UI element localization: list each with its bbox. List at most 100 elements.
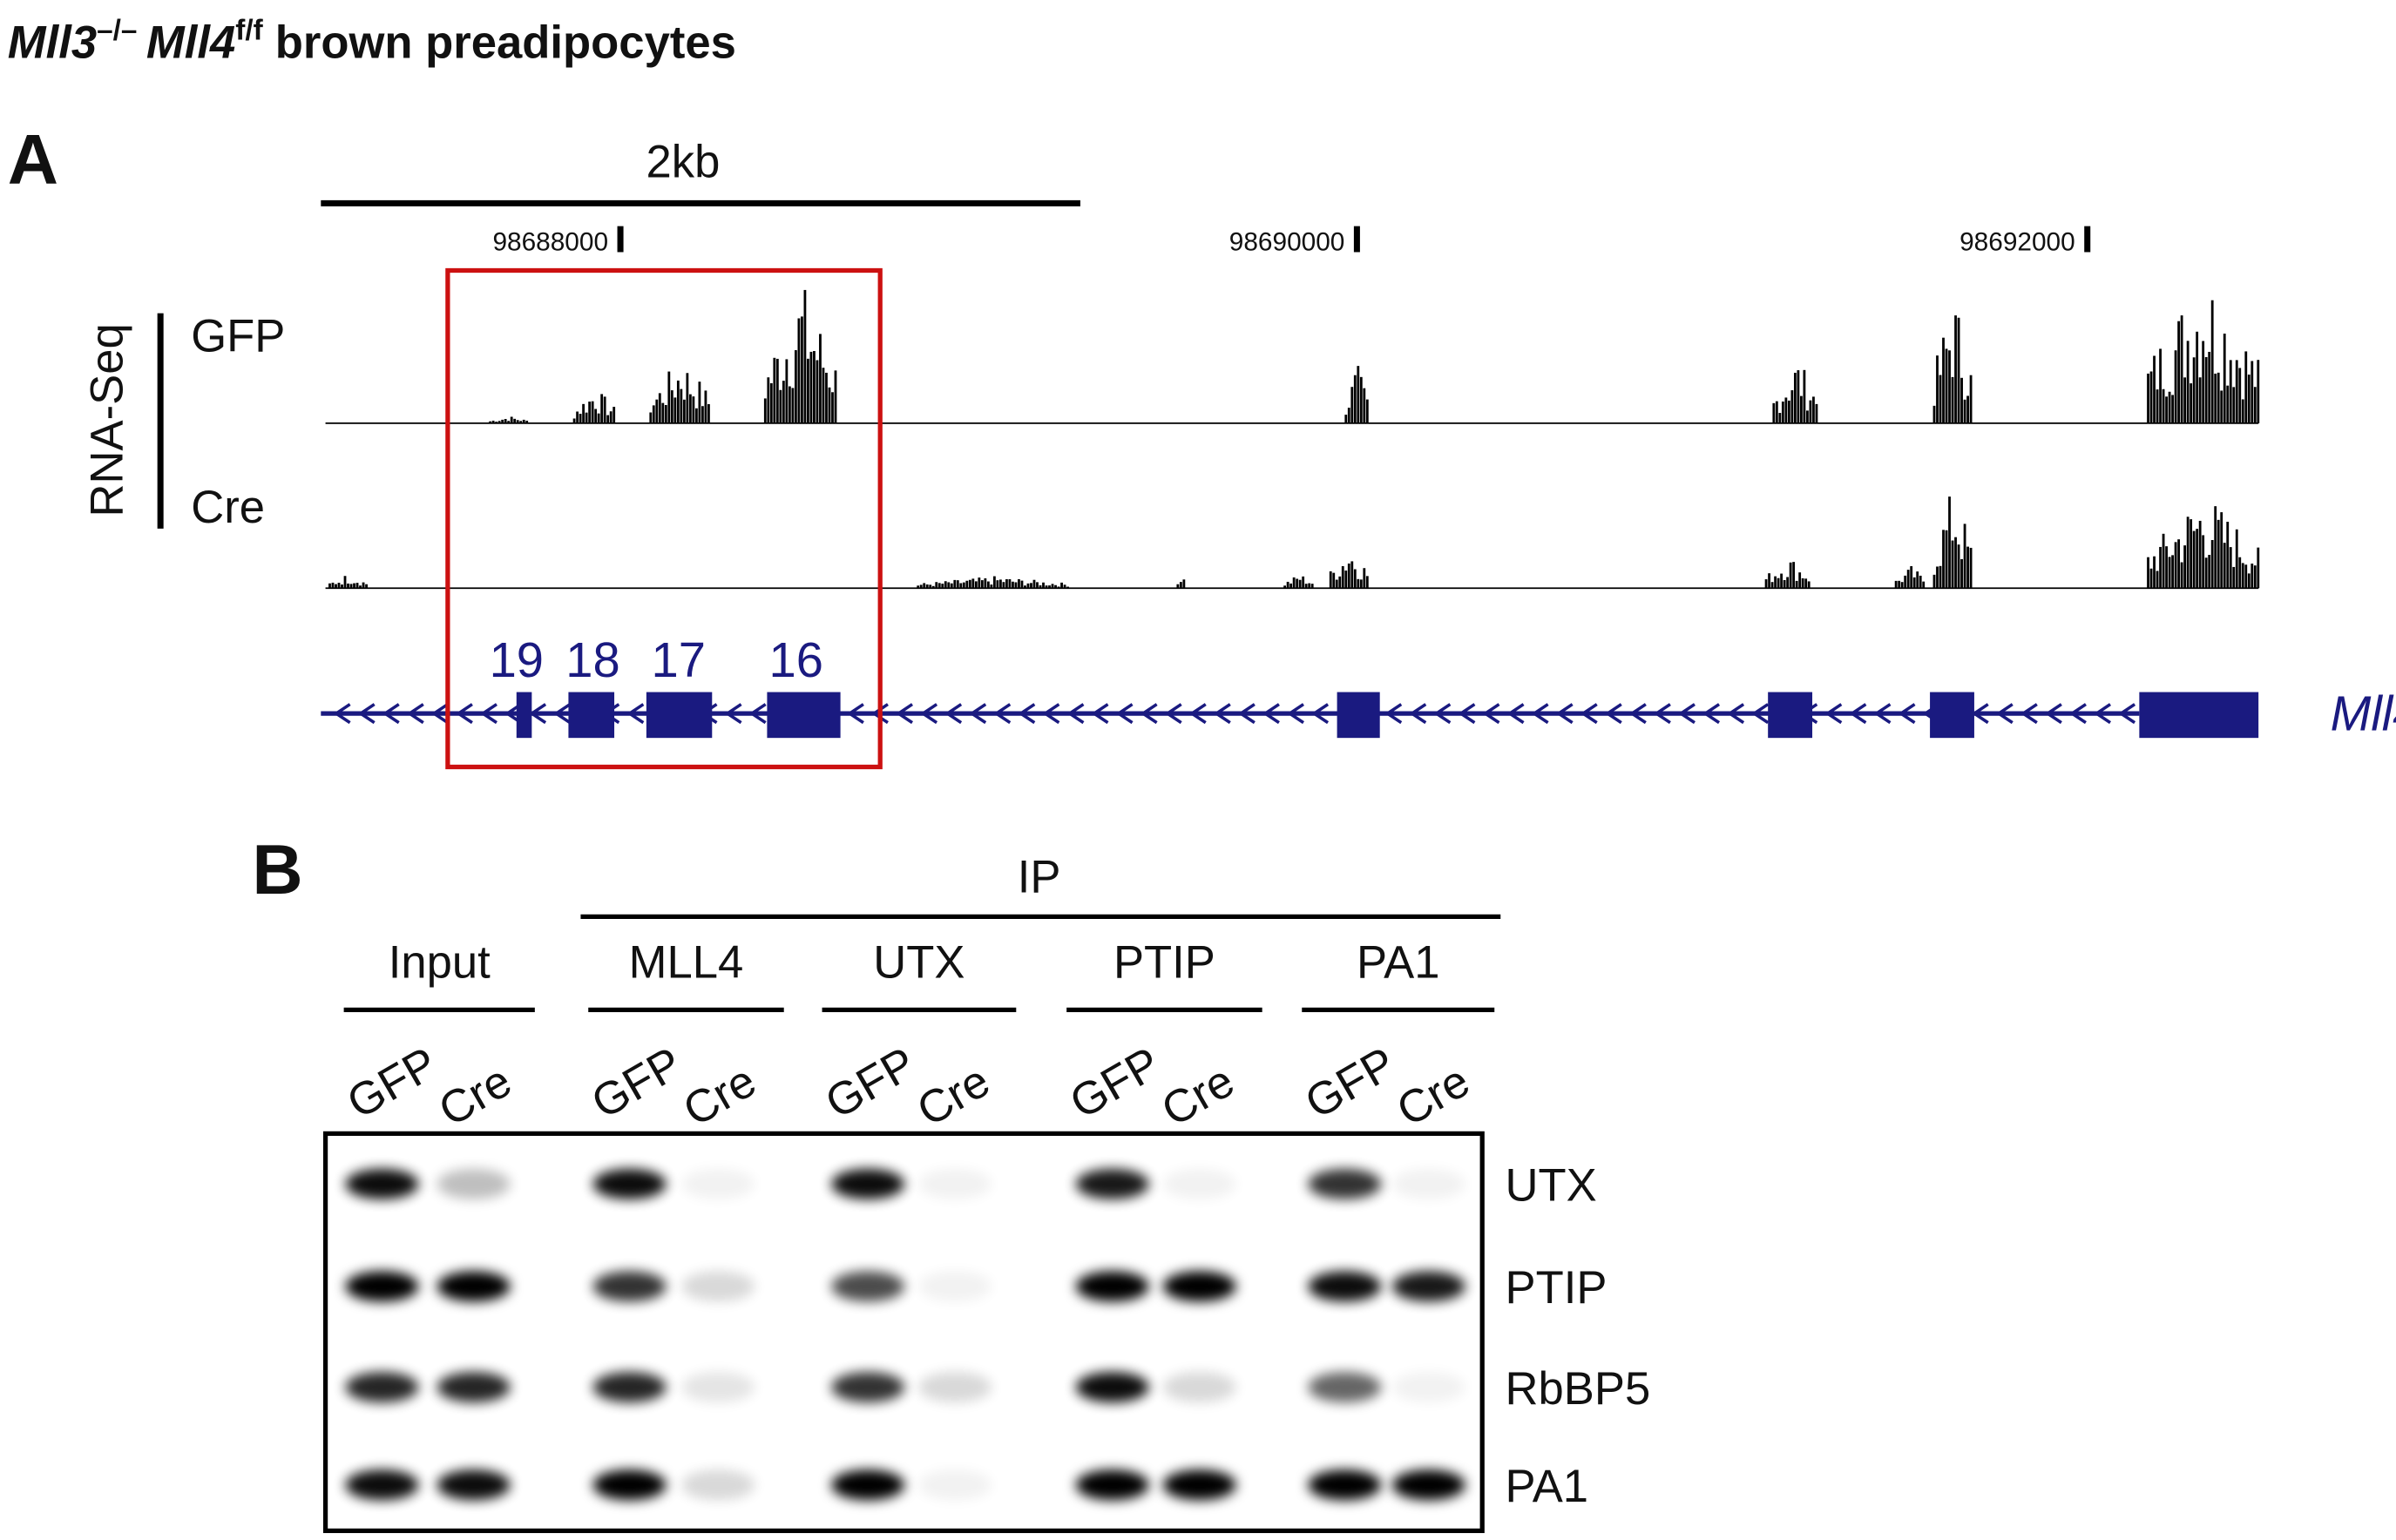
coverage-bar xyxy=(986,581,990,589)
strand-arrow xyxy=(1066,703,1085,725)
coverage-bar xyxy=(1764,579,1768,589)
coverage-bar xyxy=(2217,372,2220,423)
lane-label: Cre xyxy=(909,1055,998,1136)
coverage-bar xyxy=(516,420,519,423)
coverage-bar xyxy=(2232,566,2236,589)
coverage-bar xyxy=(2177,539,2181,589)
coverage-bar xyxy=(1906,570,1910,589)
coverage-bar xyxy=(1298,579,1302,589)
exon xyxy=(568,692,615,739)
coverage-bar xyxy=(1014,582,1018,589)
coverage-bar xyxy=(495,422,498,423)
coverage-bar xyxy=(692,396,695,423)
coverage-bar xyxy=(947,582,951,589)
blot-label: PA1 xyxy=(1506,1461,1589,1512)
coord-label: 98688000 xyxy=(492,228,608,257)
coverage-bar xyxy=(1332,572,1336,589)
strand-arrow xyxy=(1164,703,1182,725)
coverage-bar xyxy=(1797,370,1800,423)
coverage-bar xyxy=(1359,579,1363,589)
coverage-bar xyxy=(834,370,837,423)
coverage-bar xyxy=(2235,529,2238,589)
coverage-bar xyxy=(2153,556,2156,589)
coverage-bar xyxy=(1347,563,1350,589)
band xyxy=(437,1271,511,1302)
coverage-bar xyxy=(1060,582,1063,589)
lane-label: Cre xyxy=(430,1055,520,1136)
coverage-bar xyxy=(1051,584,1054,589)
coverage-bar xyxy=(2223,334,2226,423)
band xyxy=(831,1372,905,1403)
coverage-bar xyxy=(2149,568,2153,589)
coverage-bar xyxy=(1951,540,1954,589)
exon xyxy=(1768,692,1813,739)
coverage-bar xyxy=(1793,372,1797,423)
strand-arrow xyxy=(382,703,400,725)
band xyxy=(918,1469,992,1501)
coverage-bar xyxy=(794,350,797,423)
coverage-bar xyxy=(2250,564,2254,589)
coverage-bar xyxy=(335,584,337,589)
exon-label: 17 xyxy=(651,632,705,687)
coverage-bar xyxy=(1018,578,1020,589)
strand-arrow xyxy=(1140,703,1158,725)
coverage-bar xyxy=(2202,535,2205,589)
coverage-bar xyxy=(491,420,495,423)
band xyxy=(1391,1168,1465,1199)
coverage-bar xyxy=(504,419,507,423)
coverage-bar xyxy=(791,388,795,423)
coverage-bar xyxy=(594,409,598,423)
strand-arrow xyxy=(1824,703,1843,725)
coverage-bar xyxy=(941,584,944,589)
lane-label: Cre xyxy=(1153,1055,1242,1136)
coverage-bar xyxy=(1002,582,1005,589)
band xyxy=(681,1168,755,1199)
coverage-bar xyxy=(822,368,825,423)
coverage-bar xyxy=(1304,584,1308,589)
coverage-bar xyxy=(2174,350,2177,423)
exon xyxy=(2139,692,2259,739)
strand-arrow xyxy=(1898,703,1916,725)
strand-arrow xyxy=(2044,703,2062,725)
coverage-bar xyxy=(1781,401,1784,423)
coverage-bar xyxy=(707,403,710,423)
coverage-bar xyxy=(1939,565,1942,589)
ip-label: IP xyxy=(1018,851,1061,902)
coverage-bar xyxy=(507,421,511,423)
coverage-bar xyxy=(990,584,993,589)
coverage-bar xyxy=(1919,575,1922,589)
coverage-bar xyxy=(2247,573,2250,589)
coverage-bar xyxy=(974,581,978,589)
strand-arrow xyxy=(1409,703,1427,725)
coverage-bar xyxy=(1804,578,1808,589)
coverage-bar xyxy=(694,408,698,423)
coverage-bar xyxy=(1786,577,1790,589)
coverage-bar xyxy=(2214,373,2217,423)
coverage-bar xyxy=(1350,561,1354,589)
coverage-bar xyxy=(649,412,653,423)
coverage-bar xyxy=(1936,566,1939,589)
band xyxy=(1075,1168,1149,1199)
coverage-bar xyxy=(1039,585,1042,589)
coverage-bar xyxy=(1283,585,1287,589)
track-label: Cre xyxy=(191,482,265,533)
coverage-bar xyxy=(2159,348,2162,423)
coverage-bar xyxy=(968,579,971,589)
coverage-bar xyxy=(1344,415,1348,423)
band xyxy=(918,1271,992,1302)
band xyxy=(437,1168,511,1199)
band xyxy=(345,1469,419,1501)
band xyxy=(831,1469,905,1501)
coverage-bar xyxy=(1770,582,1774,589)
strand-arrow xyxy=(1091,703,1109,725)
strand-arrow xyxy=(896,703,914,725)
strand-arrow xyxy=(1384,703,1403,725)
coverage-bar xyxy=(513,418,517,423)
coverage-bar xyxy=(1032,579,1036,589)
coverage-bar xyxy=(2210,539,2214,589)
coverage-bar xyxy=(944,581,947,589)
coverage-bar xyxy=(1341,565,1344,589)
coverage-bar xyxy=(816,360,819,423)
coverage-bar xyxy=(1912,577,1916,589)
